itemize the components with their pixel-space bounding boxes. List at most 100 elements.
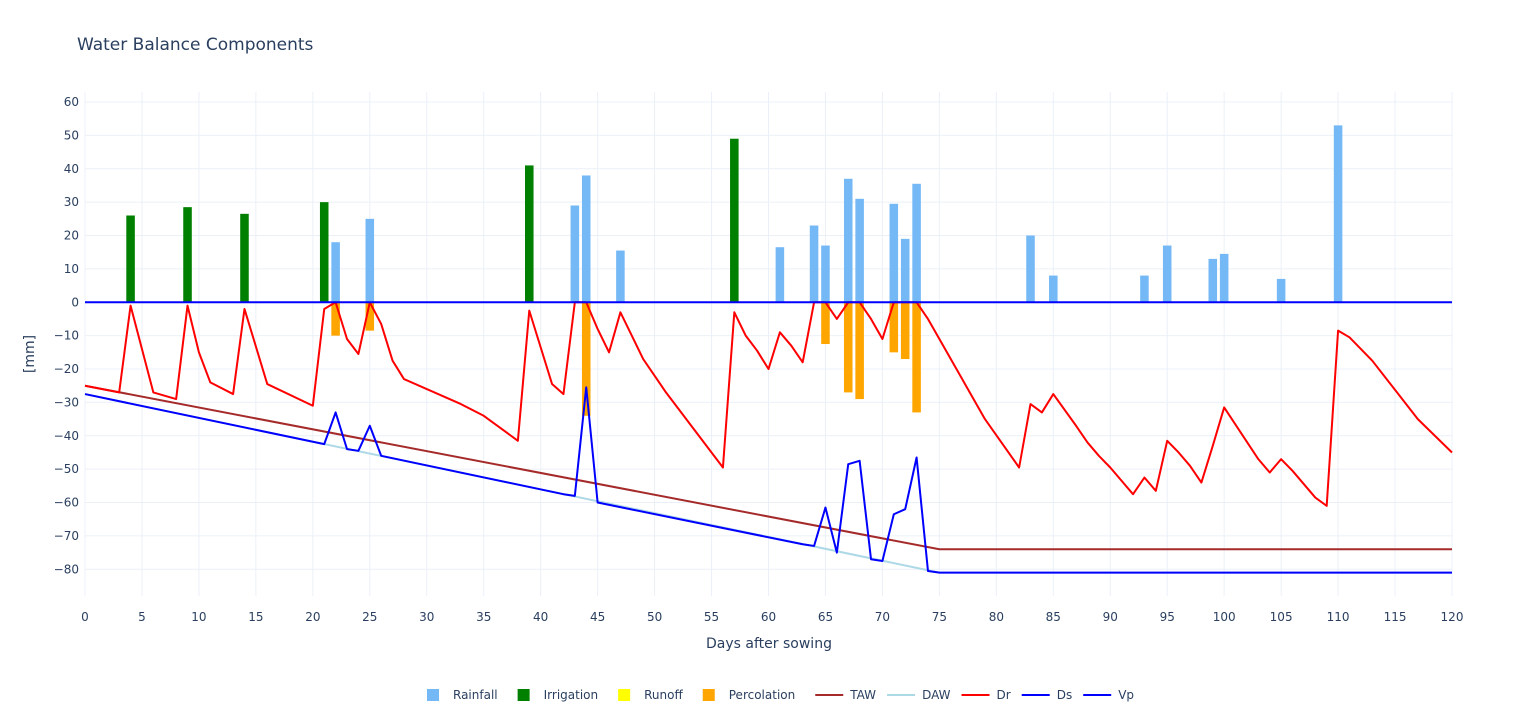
x-tick-label: 35 [476,610,491,624]
y-tick-label: 30 [64,195,79,209]
rainfall-bar [1140,275,1149,303]
legend-label: DAW [922,688,951,702]
x-axis-label: Days after sowing [706,636,832,652]
x-tick-label: 75 [932,610,947,624]
rainfall-bar [581,175,591,303]
x-tick-label: 30 [419,610,434,624]
legend-swatch [702,689,715,701]
irrigation-bar [319,202,329,303]
bar-layer [126,125,1343,416]
percolation-bar [912,302,921,413]
rainfall-bar [1208,258,1218,303]
rainfall-bar [616,250,625,303]
x-tick-label: 65 [818,610,833,624]
percolation-bar [900,302,910,360]
rainfall-bar [1026,235,1035,303]
x-tick-label: 0 [81,610,89,624]
x-tick-label: 120 [1441,610,1464,624]
legend-item-vp[interactable]: Vp [1083,688,1134,702]
irrigation-bar [183,207,192,303]
legend-item-runoff[interactable]: Runoff [618,688,683,702]
x-tick-label: 15 [248,610,263,624]
rainfall-bar [1049,275,1058,303]
legend-label: Ds [1057,688,1073,702]
legend-item-rainfall[interactable]: Rainfall [427,688,498,702]
x-tick-label: 60 [761,610,776,624]
x-tick-label: 50 [647,610,662,624]
dr-line [84,301,1453,507]
rainfall-bar [570,205,580,303]
legend-item-irrigation[interactable]: Irrigation [517,688,599,702]
taw-line [84,384,1452,551]
y-tick-label: 60 [64,95,79,109]
rainfall-bar [1333,125,1343,303]
y-tick-label: −50 [54,462,79,476]
percolation-bar [581,302,591,416]
percolation-bar [365,302,375,331]
irrigation-bar [240,213,249,303]
x-tick-label: 40 [533,610,548,624]
legend-item-dr[interactable]: Dr [961,688,1011,702]
rainfall-bar [843,178,853,303]
percolation-bar [821,302,830,344]
rainfall-bar [889,203,899,303]
y-tick-label: −70 [54,529,79,543]
y-tick-label: −60 [54,496,79,510]
x-tick-label: 80 [989,610,1004,624]
grid [84,92,1453,596]
irrigation-bar [126,215,135,303]
y-tick-label: 20 [64,229,79,243]
legend[interactable]: Rainfall Irrigation Runoff Percolation TAW DA… [427,688,1134,702]
y-tick-label: −10 [54,329,79,343]
chart-title: Water Balance Components [77,35,314,55]
y-tick-label: 0 [71,295,79,309]
percolation-bar [331,302,340,336]
x-tick-label: 45 [590,610,605,624]
y-axis-ticks: 60 50 40 30 20 10 0 −10 −20 −30 −40 −50 −60 −70 −80 [54,95,79,576]
y-tick-label: −30 [54,395,79,409]
rainfall-bar [1276,278,1286,303]
x-tick-label: 5 [138,610,146,624]
y-tick-label: 50 [64,128,79,142]
rainfall-bar [365,218,375,303]
rainfall-bar [775,247,785,303]
x-tick-label: 90 [1103,610,1118,624]
x-axis-ticks: 0 5 10 15 20 25 30 35 40 45 50 55 60 65 70 75 80 85 90 95 10… [81,610,1463,624]
percolation-bar [843,302,853,393]
y-tick-label: −20 [54,362,79,376]
irrigation-bar [730,138,739,303]
y-tick-label: 40 [64,162,79,176]
rainfall-bar [821,245,830,303]
x-tick-label: 110 [1327,610,1350,624]
legend-label: Runoff [644,688,683,702]
legend-label: Irrigation [544,688,599,702]
legend-label: Vp [1118,688,1134,702]
x-tick-label: 10 [191,610,206,624]
legend-item-percolation[interactable]: Percolation [702,688,795,702]
percolation-bar [889,302,899,353]
x-tick-label: 115 [1384,610,1407,624]
line-layer [84,301,1453,574]
percolation-bar [855,302,864,400]
legend-swatch [517,689,530,701]
legend-label: Rainfall [453,688,498,702]
legend-label: TAW [849,688,876,702]
legend-label: Percolation [729,688,795,702]
y-tick-label: −80 [54,562,79,576]
x-tick-label: 100 [1213,610,1236,624]
rainfall-bar [331,242,340,303]
rainfall-bar [1162,245,1172,303]
legend-item-daw[interactable]: DAW [887,688,951,702]
legend-item-ds[interactable]: Ds [1021,688,1073,702]
ds-line [84,386,1452,574]
y-tick-label: 10 [64,262,79,276]
legend-item-taw[interactable]: TAW [815,688,876,702]
x-tick-label: 20 [305,610,320,624]
rainfall-bar [900,238,910,303]
x-tick-label: 95 [1160,610,1175,624]
rainfall-bar [809,225,819,303]
x-tick-label: 25 [362,610,377,624]
x-tick-label: 55 [704,610,719,624]
x-tick-label: 105 [1270,610,1293,624]
